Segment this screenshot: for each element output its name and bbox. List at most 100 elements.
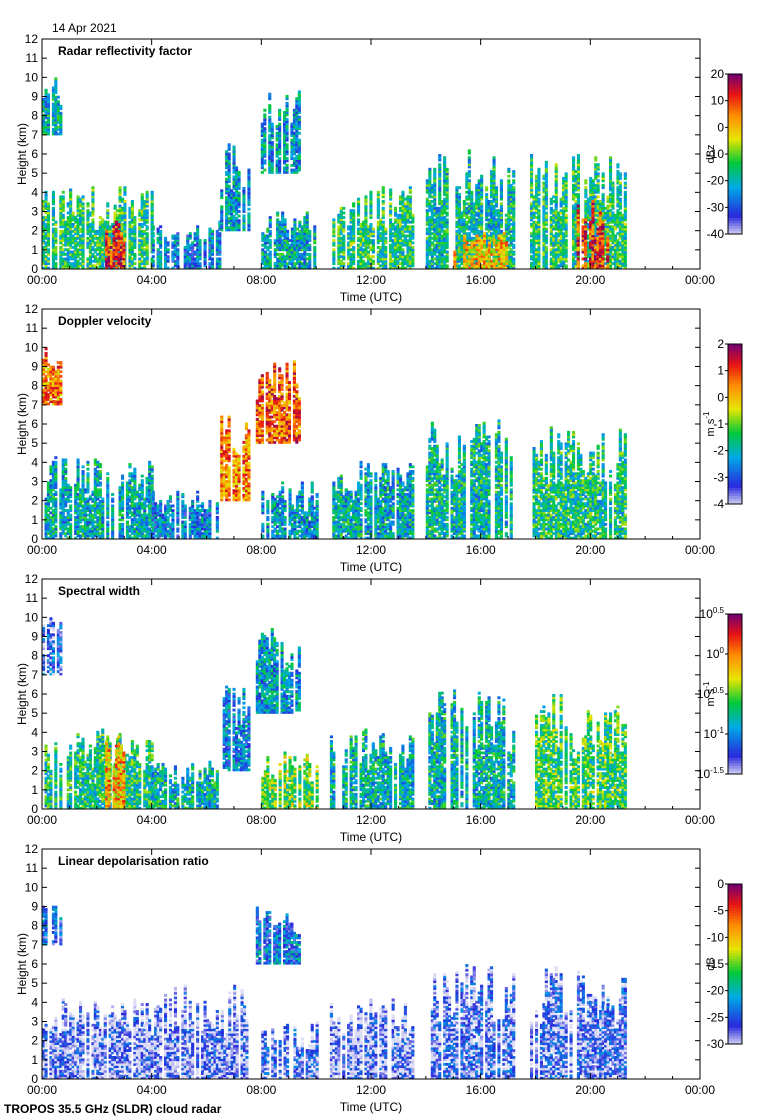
echo-cell bbox=[362, 236, 366, 240]
echo-cell bbox=[438, 170, 442, 173]
echo-cell bbox=[196, 229, 200, 233]
echo-cell bbox=[500, 266, 504, 269]
echo-cell bbox=[232, 223, 236, 227]
echo-cell bbox=[133, 234, 137, 238]
echo-cell bbox=[584, 206, 588, 210]
echo-cell bbox=[332, 232, 336, 236]
echo-cell bbox=[305, 225, 309, 229]
echo-cell bbox=[411, 218, 415, 222]
echo-cell bbox=[188, 232, 192, 236]
echo-cell bbox=[455, 234, 459, 238]
echo-cell bbox=[292, 120, 296, 124]
echo-cell bbox=[487, 209, 491, 213]
echo-cell bbox=[290, 131, 294, 135]
echo-cell bbox=[371, 248, 375, 252]
echo-cell bbox=[130, 248, 134, 252]
echo-cell bbox=[554, 209, 558, 213]
echo-cell bbox=[247, 219, 251, 223]
echo-cell bbox=[46, 123, 50, 127]
echo-cell bbox=[554, 197, 558, 201]
echo-cell bbox=[406, 202, 410, 206]
echo-cell bbox=[130, 241, 134, 245]
echo-cell bbox=[56, 127, 60, 131]
echo-cell bbox=[440, 246, 444, 249]
echo-cell bbox=[438, 179, 442, 183]
echo-cell bbox=[117, 236, 121, 240]
echo-cell bbox=[110, 262, 114, 265]
echo-cell bbox=[210, 229, 214, 233]
echo-cell bbox=[433, 190, 437, 194]
echo-cell bbox=[260, 150, 264, 154]
echo-cell bbox=[494, 236, 498, 240]
echo-cell bbox=[81, 236, 85, 240]
echo-cell bbox=[81, 248, 85, 252]
echo-cell bbox=[44, 98, 48, 101]
echo-cell bbox=[46, 109, 50, 113]
echo-cell bbox=[500, 241, 504, 245]
echo-cell bbox=[391, 232, 395, 236]
echo-cell bbox=[455, 213, 459, 217]
echo-cell bbox=[278, 264, 282, 268]
echo-cell bbox=[150, 223, 154, 226]
echo-cell bbox=[210, 236, 214, 240]
echo-cell bbox=[364, 209, 368, 213]
echo-cell bbox=[433, 174, 437, 178]
echo-cell bbox=[232, 228, 236, 232]
echo-cell bbox=[183, 248, 187, 252]
echo-cell bbox=[485, 216, 489, 219]
echo-cell bbox=[105, 243, 109, 247]
echo-cell bbox=[352, 248, 356, 252]
echo-cell bbox=[193, 266, 197, 269]
echo-cell bbox=[138, 234, 142, 238]
echo-cell bbox=[460, 225, 464, 229]
echo-cell bbox=[394, 259, 398, 263]
echo-cell bbox=[122, 243, 126, 247]
echo-cell bbox=[507, 236, 511, 240]
echo-cell bbox=[286, 239, 290, 242]
echo-cell bbox=[191, 259, 195, 263]
echo-cell bbox=[389, 223, 393, 226]
echo-cell bbox=[151, 264, 155, 268]
echo-cell bbox=[445, 232, 449, 236]
echo-cell bbox=[46, 227, 50, 231]
echo-cell bbox=[270, 168, 274, 172]
echo-cell bbox=[76, 206, 80, 210]
echo-cell bbox=[186, 266, 190, 269]
echo-cell bbox=[51, 248, 55, 252]
echo-cell bbox=[537, 213, 541, 217]
echo-cell bbox=[487, 206, 491, 210]
echo-cell bbox=[66, 204, 70, 208]
echo-cell bbox=[542, 239, 546, 242]
echo-cell bbox=[107, 255, 111, 259]
echo-cell bbox=[477, 223, 481, 226]
echo-cell bbox=[505, 252, 509, 256]
echo-cell bbox=[237, 177, 241, 181]
echo-cell bbox=[290, 266, 294, 269]
echo-cell bbox=[352, 266, 356, 269]
echo-cell bbox=[364, 246, 368, 249]
echo-cell bbox=[494, 232, 498, 236]
echo-cell bbox=[275, 147, 279, 151]
echo-cell bbox=[562, 183, 566, 187]
echo-cell bbox=[509, 227, 513, 231]
echo-cell bbox=[490, 200, 494, 203]
echo-cell bbox=[263, 252, 267, 256]
echo-cell bbox=[512, 262, 516, 265]
echo-cell bbox=[86, 227, 90, 231]
echo-cell bbox=[285, 101, 289, 105]
echo-cell bbox=[443, 236, 447, 240]
echo-cell bbox=[81, 239, 85, 242]
echo-cell bbox=[208, 229, 212, 233]
echo-cell bbox=[549, 227, 553, 231]
echo-cell bbox=[364, 220, 368, 224]
echo-cell bbox=[91, 209, 95, 213]
echo-cell bbox=[76, 255, 80, 259]
echo-cell bbox=[339, 213, 343, 217]
echo-cell bbox=[485, 188, 489, 192]
echo-cell bbox=[290, 232, 294, 236]
echo-cell bbox=[275, 150, 279, 154]
echo-cell bbox=[470, 259, 474, 263]
echo-cell bbox=[103, 220, 107, 224]
echo-cell bbox=[504, 218, 508, 222]
echo-cell bbox=[275, 170, 279, 174]
